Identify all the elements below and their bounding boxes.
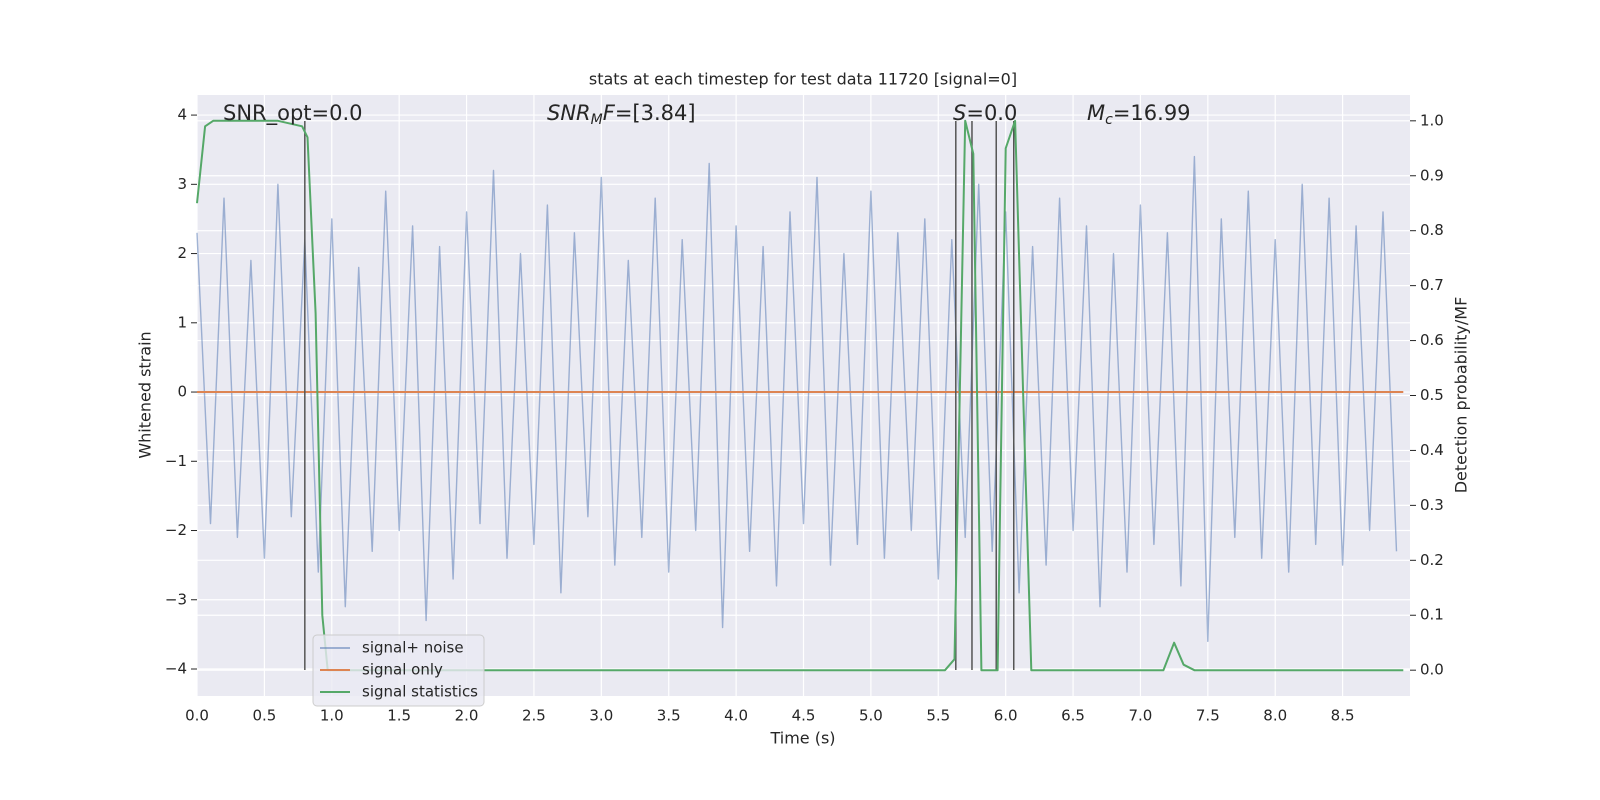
x-tick-label: 0.5 (252, 707, 276, 725)
y-tick-label: 4 (177, 106, 187, 124)
x-tick-label: 5.5 (926, 707, 950, 725)
annotation-part: SNR_opt=0.0 (223, 101, 363, 126)
x-tick-label: 4.5 (792, 707, 816, 725)
y2-tick-label: 0.4 (1420, 441, 1444, 459)
x-tick-label: 1.0 (320, 707, 344, 725)
annotation-part: =[3.84] (615, 101, 696, 125)
y-tick-label: 3 (177, 175, 187, 193)
y-tick-label: 2 (177, 244, 187, 262)
y2-tick-label: 0.8 (1420, 221, 1444, 239)
x-tick-label: 5.0 (859, 707, 883, 725)
y-tick-label: 1 (177, 313, 187, 331)
x-tick-label: 0.0 (185, 707, 209, 725)
y2-tick-label: 0.2 (1420, 551, 1444, 569)
x-tick-label: 6.0 (994, 707, 1018, 725)
series-line (196, 119, 1404, 672)
y-tick-label: −2 (165, 521, 187, 539)
y2-tick-label: 0.6 (1420, 331, 1444, 349)
annotation-part: F (603, 101, 616, 125)
y-axis-label: Whitened strain (136, 331, 155, 458)
legend-label: signal statistics (362, 683, 478, 701)
chart-title: stats at each timestep for test data 117… (589, 70, 1017, 89)
y-tick-label: 0 (177, 383, 187, 401)
annotation-part: c (1105, 112, 1113, 128)
x-tick-label: 4.0 (724, 707, 748, 725)
x-tick-label: 7.5 (1196, 707, 1220, 725)
x-tick-label: 1.5 (387, 707, 411, 725)
legend-label: signal+ noise (362, 639, 464, 657)
annotation-part: =0.0 (966, 101, 1017, 125)
annotation: Mc=16.99 (1087, 101, 1191, 128)
series-line (196, 155, 1398, 642)
y2-tick-label: 1.0 (1420, 111, 1444, 129)
y2-axis-label: Detection probability/MF (1452, 297, 1471, 494)
y2-tick-label: 0.1 (1420, 606, 1444, 624)
annotation-part: S (953, 101, 966, 125)
annotation: SNR_opt=0.0 (223, 101, 363, 126)
y2-tick-label: 0.3 (1420, 496, 1444, 514)
legend-label: signal only (362, 661, 443, 679)
annotation-part: SNR (547, 101, 591, 125)
y2-tick-label: 0.9 (1420, 166, 1444, 184)
y-tick-label: −4 (165, 659, 187, 677)
annotation: S=0.0 (953, 101, 1017, 125)
x-tick-label: 3.5 (657, 707, 681, 725)
annotation: SNRMF=[3.84] (547, 101, 696, 128)
legend-box (312, 634, 485, 707)
y-tick-label: −1 (165, 452, 187, 470)
y2-tick-label: 0.7 (1420, 276, 1444, 294)
x-tick-label: 3.0 (589, 707, 613, 725)
x-tick-label: 8.0 (1263, 707, 1287, 725)
x-tick-label: 8.5 (1331, 707, 1355, 725)
x-tick-label: 2.0 (455, 707, 479, 725)
x-axis-label: Time (s) (769, 729, 835, 748)
x-tick-label: 7.0 (1129, 707, 1153, 725)
x-tick-label: 2.5 (522, 707, 546, 725)
annotation-part: =16.99 (1113, 101, 1191, 125)
annotation-part: M (591, 112, 603, 128)
x-tick-label: 6.5 (1061, 707, 1085, 725)
legend: signal+ noise signal only signal statistic… (312, 634, 485, 707)
y2-tick-label: 0.5 (1420, 386, 1444, 404)
y-tick-label: −3 (165, 590, 187, 608)
y2-tick-label: 0.0 (1420, 661, 1444, 679)
annotation-part: M (1087, 101, 1105, 125)
